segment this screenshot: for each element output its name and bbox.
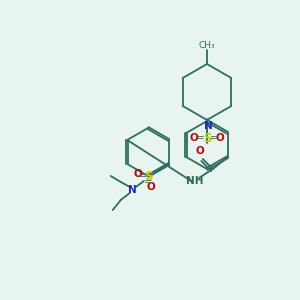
Text: O: O [134,169,142,179]
Text: O: O [195,146,204,156]
Text: S: S [145,169,153,182]
Text: =: = [138,171,147,181]
Text: CH₃: CH₃ [199,41,215,50]
Text: O: O [216,133,224,143]
Text: NH: NH [186,176,203,186]
Text: O: O [146,182,155,192]
Text: =: = [143,177,152,187]
Text: O: O [190,133,198,143]
Text: N: N [204,121,212,131]
Text: =: = [196,133,204,143]
Text: S: S [203,131,211,145]
Text: =: = [210,133,218,143]
Text: N: N [128,185,137,195]
